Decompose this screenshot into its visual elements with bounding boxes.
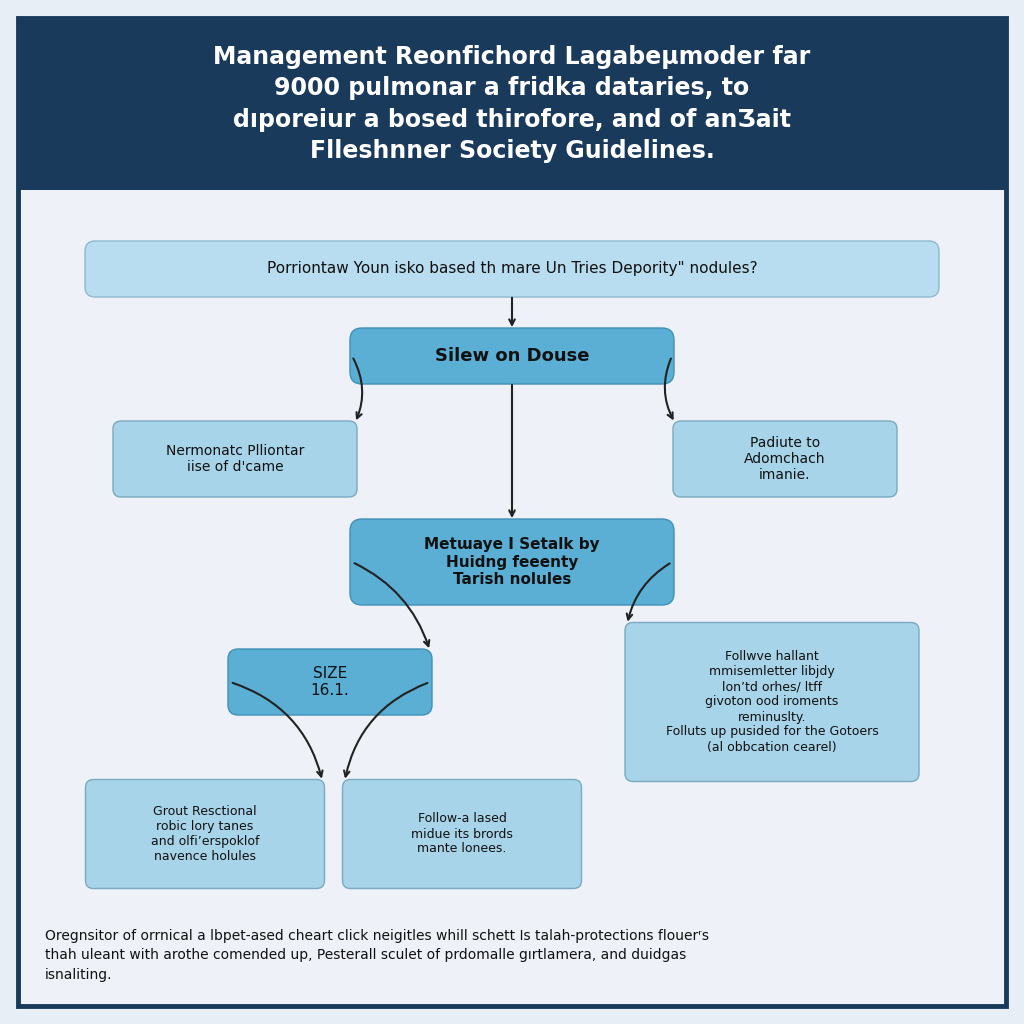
Text: Follwve hallant
mmisemletter libjdy
lon’td orhes/ ltff
givoton ood iroments
remi: Follwve hallant mmisemletter libjdy lon’… [666, 650, 879, 754]
Text: Porriontaw Youn isko based th mare Un Tries Depority" nodules?: Porriontaw Youn isko based th mare Un Tr… [266, 261, 758, 276]
Text: Padiute to
Adomchach
imanie.: Padiute to Adomchach imanie. [744, 436, 825, 482]
FancyBboxPatch shape [350, 328, 674, 384]
Text: Oregnsitor of orrnical a lbpet-ased cheart click neigitles whill schett Is talah: Oregnsitor of orrnical a lbpet-ased chea… [45, 929, 709, 982]
Text: Grout Resctional
robic lory tanes
and olfi’erspoklof
navence holules: Grout Resctional robic lory tanes and ol… [151, 805, 259, 863]
Text: Nermonatc Plliontar
iise of d'came: Nermonatc Plliontar iise of d'came [166, 443, 304, 474]
FancyBboxPatch shape [673, 421, 897, 497]
FancyBboxPatch shape [228, 649, 432, 715]
FancyBboxPatch shape [113, 421, 357, 497]
FancyBboxPatch shape [85, 779, 325, 889]
Text: Follow-a lased
midue its brords
mante lonees.: Follow-a lased midue its brords mante lo… [411, 812, 513, 855]
FancyBboxPatch shape [85, 241, 939, 297]
Text: SIZE
16.1.: SIZE 16.1. [310, 666, 349, 698]
FancyBboxPatch shape [18, 18, 1006, 190]
FancyBboxPatch shape [625, 623, 919, 781]
Text: Silew on Douse: Silew on Douse [435, 347, 589, 365]
FancyBboxPatch shape [18, 18, 1006, 1006]
Text: Metɯaye I Setalk by
Huidng feeenty
Tarish nolules: Metɯaye I Setalk by Huidng feeenty Taris… [424, 538, 600, 587]
FancyBboxPatch shape [342, 779, 582, 889]
FancyBboxPatch shape [350, 519, 674, 605]
Text: Management Reonfichord Lagabeμmoder far
9000 pulmonar a fridka dataries, to
dıpo: Management Reonfichord Lagabeμmoder far … [213, 45, 811, 164]
